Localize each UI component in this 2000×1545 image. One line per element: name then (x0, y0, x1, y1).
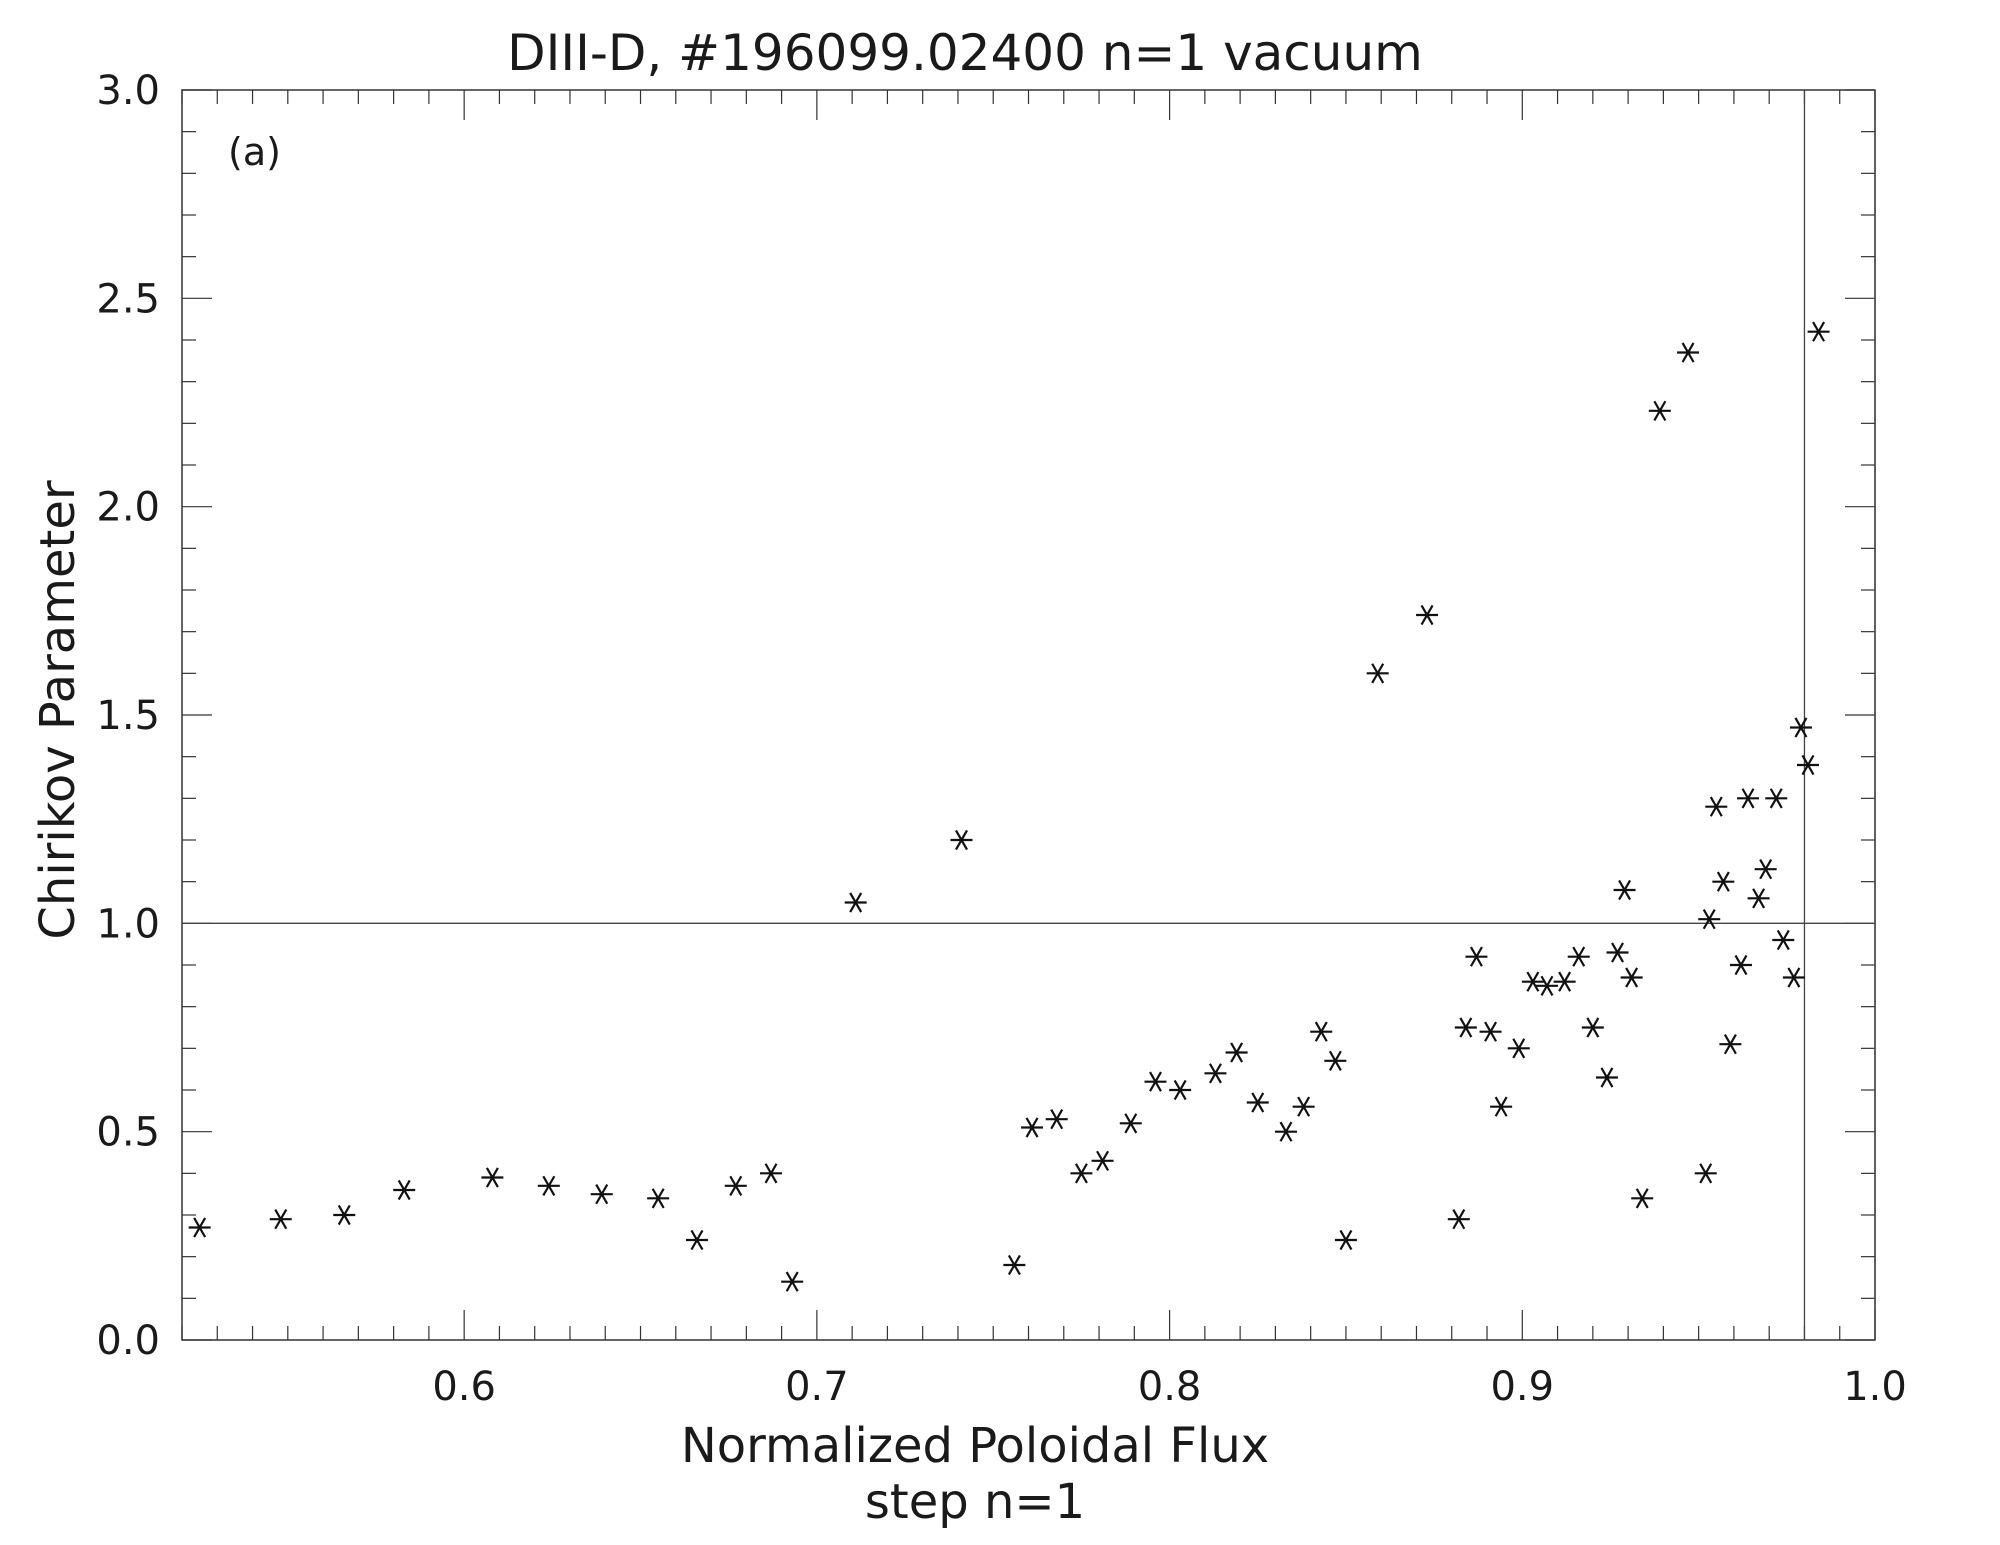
data-point (1698, 909, 1721, 930)
data-point (1807, 321, 1830, 342)
data-point (1521, 971, 1544, 992)
y-axis-label: Chirikov Parameter (30, 480, 86, 939)
data-point (1613, 879, 1636, 901)
data-point (1553, 971, 1576, 992)
data-point (1366, 663, 1389, 684)
data-point (1003, 1254, 1026, 1276)
data-point (590, 1184, 613, 1205)
data-point (1737, 788, 1760, 809)
data-point (1595, 1067, 1618, 1088)
x-tick-label: 0.7 (785, 1364, 849, 1410)
data-point (1719, 1034, 1742, 1055)
y-tick-label: 2.5 (96, 276, 160, 322)
data-point (1091, 1150, 1114, 1171)
data-point (1479, 1021, 1502, 1042)
data-point (1169, 1079, 1192, 1101)
data-point (1310, 1021, 1333, 1042)
data-point (481, 1167, 504, 1188)
data-point (1292, 1096, 1315, 1117)
data-point (1454, 1017, 1477, 1038)
y-tick-label: 1.0 (96, 901, 160, 947)
data-point (1747, 888, 1770, 909)
y-tick-label: 0.5 (96, 1110, 160, 1156)
data-point (1631, 1188, 1654, 1209)
y-tick-label: 2.0 (96, 485, 160, 531)
x-tick-label: 0.9 (1490, 1364, 1554, 1410)
data-point (1021, 1117, 1044, 1138)
data-point (1648, 400, 1671, 421)
data-point (1144, 1071, 1167, 1092)
data-point (1045, 1109, 1068, 1130)
data-point (950, 829, 973, 851)
y-tick-label: 3.0 (96, 68, 160, 114)
data-point (1765, 788, 1788, 809)
x-tick-label: 0.6 (432, 1364, 496, 1410)
y-tick-label: 1.5 (96, 693, 160, 739)
x-tick-label: 1.0 (1843, 1364, 1907, 1410)
data-point (647, 1188, 670, 1209)
x-axis-label: Normalized Poloidal Flux (681, 1418, 1269, 1474)
data-point (1677, 342, 1700, 363)
data-point (760, 1163, 783, 1184)
data-point (1507, 1038, 1530, 1059)
data-point (269, 1209, 292, 1230)
data-point (393, 1179, 416, 1201)
data-point (1416, 604, 1439, 626)
data-point (1712, 871, 1735, 892)
reference-lines (182, 90, 1876, 1340)
data-point (1324, 1050, 1347, 1071)
chart-title: DIII-D, #196099.02400 n=1 vacuum (507, 24, 1423, 82)
data-point (1246, 1092, 1269, 1113)
tick-labels: 0.6 0.7 0.8 0.9 1.0 0.0 0.5 1.0 1.5 2.0 2.5 3.0 (96, 68, 1906, 1410)
data-point (1606, 942, 1629, 963)
data-point (1782, 967, 1805, 988)
data-point (1447, 1209, 1470, 1230)
data-point (1729, 954, 1752, 976)
data-point (1204, 1063, 1227, 1084)
data-point (1694, 1163, 1717, 1184)
data-point (1772, 929, 1795, 951)
x-axis-sublabel: step n=1 (865, 1474, 1085, 1530)
data-point (1567, 946, 1590, 967)
data-point (1334, 1229, 1357, 1251)
data-point (1225, 1042, 1248, 1063)
panel-label: (a) (228, 130, 281, 174)
data-point (537, 1175, 560, 1196)
data-point (1535, 975, 1558, 996)
data-point (1789, 717, 1812, 738)
data-point (1620, 967, 1643, 988)
data-point (1119, 1113, 1142, 1134)
data-point (1274, 1121, 1297, 1142)
data-point (1705, 796, 1728, 817)
data-point (685, 1229, 708, 1251)
data-point (724, 1175, 747, 1196)
axis-ticks (181, 89, 1876, 1341)
data-point (1796, 754, 1819, 776)
data-point (781, 1271, 804, 1292)
data-point (188, 1217, 211, 1238)
data-point (1070, 1163, 1093, 1184)
data-point (844, 892, 867, 913)
plot-frame (181, 89, 1876, 1341)
data-points (188, 321, 1830, 1292)
data-point (1581, 1017, 1604, 1038)
x-tick-label: 0.8 (1138, 1364, 1202, 1410)
data-point (1490, 1096, 1513, 1117)
data-point (333, 1204, 356, 1226)
data-point (1754, 859, 1777, 880)
y-tick-label: 0.0 (96, 1318, 160, 1364)
data-point (1465, 946, 1488, 967)
